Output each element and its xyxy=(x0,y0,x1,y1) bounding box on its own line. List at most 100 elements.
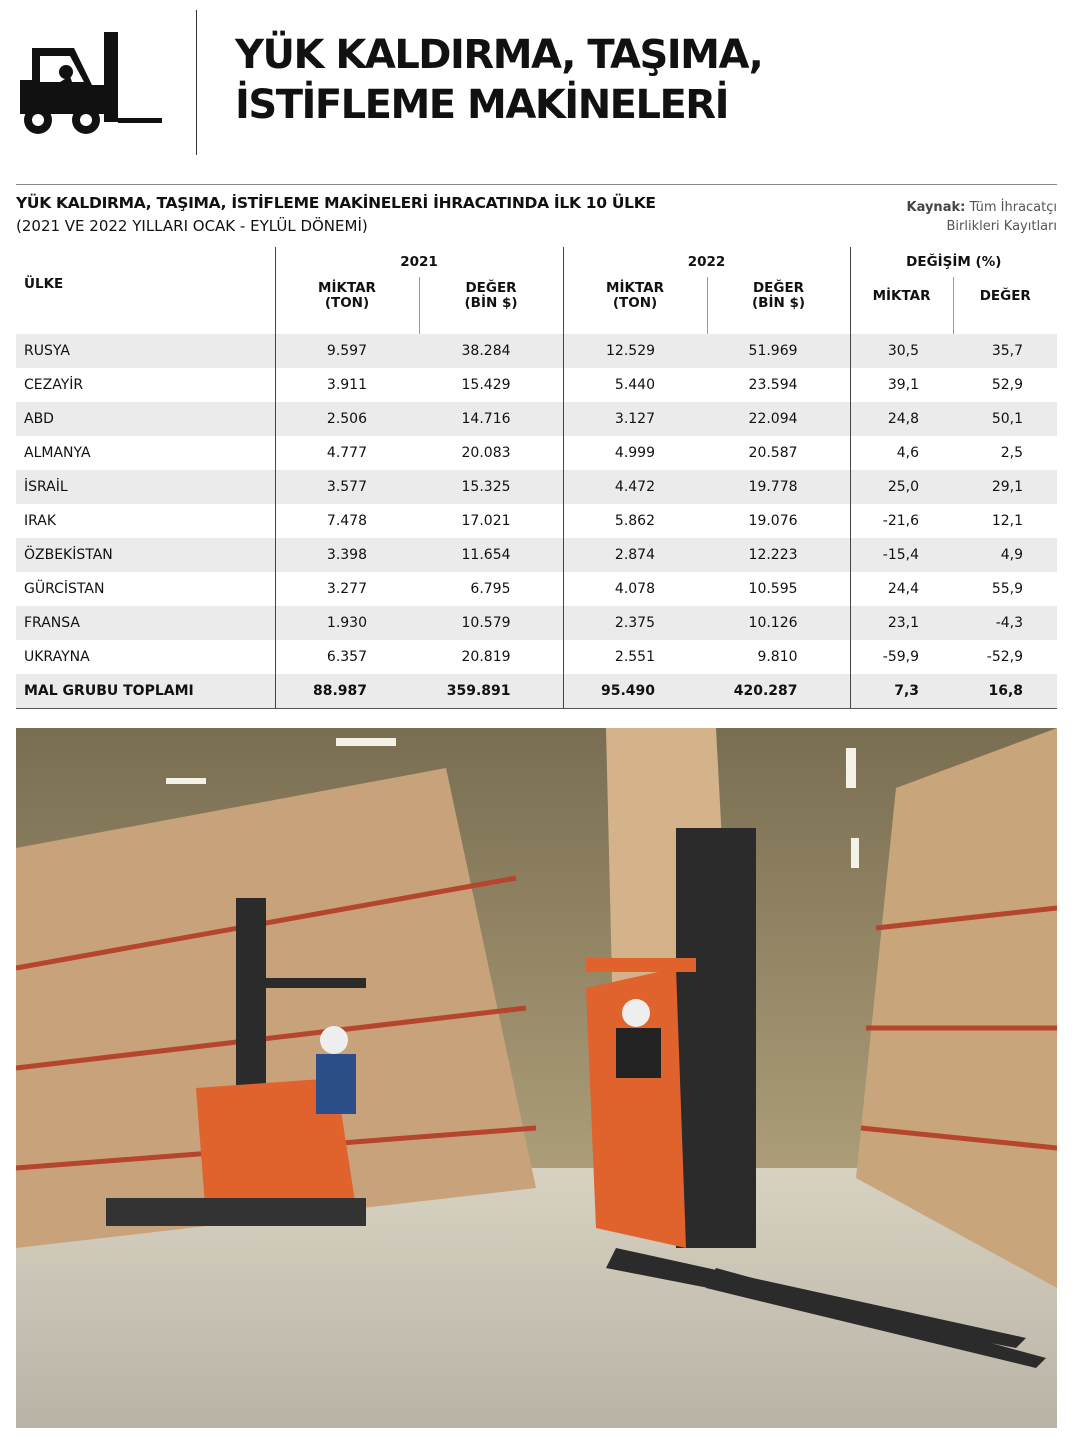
table-row: CEZAYİR 3.911 15.429 5.440 23.594 39,1 52,9 xyxy=(16,368,1057,402)
value-cell: 95.490 xyxy=(562,674,708,709)
table-row: MAL GRUBU TOPLAMI 88.987 359.891 95.490 420.… xyxy=(16,674,1058,709)
value-cell: 19.076 xyxy=(748,513,798,529)
value-cell: 39,1 xyxy=(849,368,954,402)
source-label: Kaynak: xyxy=(906,200,966,215)
value-cell: 16,8 xyxy=(953,674,1058,709)
value-cell: 11.654 xyxy=(419,538,564,572)
value-cell: 17.021 xyxy=(461,513,511,529)
value-cell: -59,9 xyxy=(849,640,954,674)
value-cell: 3.398 xyxy=(274,538,419,572)
value-cell: 2.506 xyxy=(274,402,419,436)
country-cell: GÜRCİSTAN xyxy=(24,581,105,597)
value-cell: 12,1 xyxy=(991,513,1024,529)
value-cell: 4.777 xyxy=(274,436,419,470)
value-cell: 2,5 xyxy=(1000,445,1024,461)
value-cell: 5.440 xyxy=(562,368,708,402)
value-cell: 10.595 xyxy=(748,581,798,597)
value-cell: 7.478 xyxy=(274,504,419,538)
table-row: IRAK 7.478 17.021 5.862 19.076 -21,6 12,1 xyxy=(16,504,1057,538)
header-cell: 2021 xyxy=(274,247,564,277)
country-cell: İSRAİL xyxy=(16,470,275,504)
value-cell: 38.284 xyxy=(419,334,564,368)
source: Kaynak: Tüm İhracatçı Birlikleri Kayıtla… xyxy=(877,198,1057,236)
value-cell: 6.357 xyxy=(274,640,419,674)
value-cell: 24,8 xyxy=(849,402,954,436)
value-cell: 52,9 xyxy=(991,377,1024,393)
value-cell: -21,6 xyxy=(849,504,954,538)
value-cell: 30,5 xyxy=(849,334,954,368)
table-row: ALMANYA 4.777 20.083 4.999 20.587 4,6 2,5 xyxy=(16,436,1057,470)
table-row: ABD 2.506 14.716 3.127 22.094 24,8 50,1 xyxy=(16,402,1058,436)
value-cell: 15.429 xyxy=(461,377,511,393)
forklift-left xyxy=(106,898,366,1226)
header-cell: DEĞİŞİM (%) xyxy=(849,247,1058,277)
header-cell: 2022 xyxy=(562,247,851,277)
value-cell: 4.999 xyxy=(562,436,708,470)
value-cell: 420.287 xyxy=(707,674,851,709)
header-cell: MİKTAR (TON) xyxy=(274,277,419,334)
table-row: İSRAİL 3.577 15.325 4.472 19.778 25,0 29,1 xyxy=(16,470,1058,504)
value-cell: 3.127 xyxy=(562,402,708,436)
country-cell: ÖZBEKİSTAN xyxy=(16,538,275,572)
value-cell: 359.891 xyxy=(419,674,564,709)
value-cell: 51.969 xyxy=(707,334,851,368)
value-cell: -15,4 xyxy=(849,538,954,572)
header-cell: DEĞER (BİN $) xyxy=(706,277,851,334)
value-cell: 3.277 xyxy=(274,572,419,606)
header-cell: MİKTAR xyxy=(849,277,954,334)
value-cell: 35,7 xyxy=(953,334,1058,368)
value-cell: 4.078 xyxy=(562,572,708,606)
value-cell: 4,6 xyxy=(849,436,954,470)
value-cell: 29,1 xyxy=(953,470,1058,504)
value-cell: -52,9 xyxy=(986,649,1024,665)
title-line: YÜK KALDIRMA, TAŞIMA, xyxy=(235,32,764,78)
country-cell: IRAK xyxy=(24,513,57,529)
value-cell: 20.819 xyxy=(461,649,511,665)
value-cell: 12.529 xyxy=(562,334,708,368)
table-row: UKRAYNA 6.357 20.819 2.551 9.810 -59,9 -52,9 xyxy=(16,640,1057,674)
country-cell: ABD xyxy=(16,402,275,436)
table-row: GÜRCİSTAN 3.277 6.795 4.078 10.595 24,4 55,9 xyxy=(16,572,1057,606)
rule xyxy=(16,184,1057,185)
table-row: ÖZBEKİSTAN 3.398 11.654 2.874 12.223 -15,4 4,9 xyxy=(16,538,1058,572)
value-cell: 22.094 xyxy=(707,402,851,436)
forklift-icon xyxy=(20,32,162,134)
value-cell: 2.874 xyxy=(562,538,708,572)
value-cell: 2.551 xyxy=(562,640,708,674)
country-cell: ALMANYA xyxy=(24,445,91,461)
country-cell: RUSYA xyxy=(16,334,275,368)
header-cell: DEĞER (BİN $) xyxy=(418,277,564,334)
table-row: RUSYA 9.597 38.284 12.529 51.969 30,5 35,7 xyxy=(16,334,1058,368)
country-cell: UKRAYNA xyxy=(24,649,90,665)
value-cell: 10.579 xyxy=(419,606,564,640)
value-cell: 19.778 xyxy=(707,470,851,504)
value-cell: -4,3 xyxy=(953,606,1058,640)
header-cell: MİKTAR (TON) xyxy=(562,277,708,334)
value-cell: 1.930 xyxy=(274,606,419,640)
header-cell: DEĞER xyxy=(952,277,1058,334)
value-cell: 55,9 xyxy=(991,581,1024,597)
value-cell: 4.472 xyxy=(562,470,708,504)
value-cell: 9.810 xyxy=(757,649,798,665)
data-table: ÜLKE 2021 2022 DEĞİŞİM (%) MİKTAR (TON) … xyxy=(16,247,1058,709)
source-text: Tüm İhracatçı Birlikleri Kayıtları xyxy=(946,200,1057,234)
country-cell: CEZAYİR xyxy=(24,377,84,393)
value-cell: 14.716 xyxy=(419,402,564,436)
value-cell: 2.375 xyxy=(562,606,708,640)
value-cell: 12.223 xyxy=(707,538,851,572)
warehouse-photo xyxy=(16,728,1057,1428)
header-cell: ÜLKE xyxy=(24,276,64,292)
value-cell: 4,9 xyxy=(953,538,1058,572)
value-cell: 6.795 xyxy=(470,581,511,597)
value-cell: 20.587 xyxy=(748,445,798,461)
value-cell: 7,3 xyxy=(849,674,954,709)
table-row: FRANSA 1.930 10.579 2.375 10.126 23,1 -4,3 xyxy=(16,606,1058,640)
value-cell: 24,4 xyxy=(849,572,954,606)
value-cell: 88.987 xyxy=(274,674,419,709)
title-line: İSTİFLEME MAKİNELERİ xyxy=(235,82,730,128)
value-cell: 3.577 xyxy=(274,470,419,504)
value-cell: 9.597 xyxy=(274,334,419,368)
value-cell: 50,1 xyxy=(953,402,1058,436)
table-title: YÜK KALDIRMA, TAŞIMA, İSTİFLEME MAKİNELE… xyxy=(16,194,656,212)
